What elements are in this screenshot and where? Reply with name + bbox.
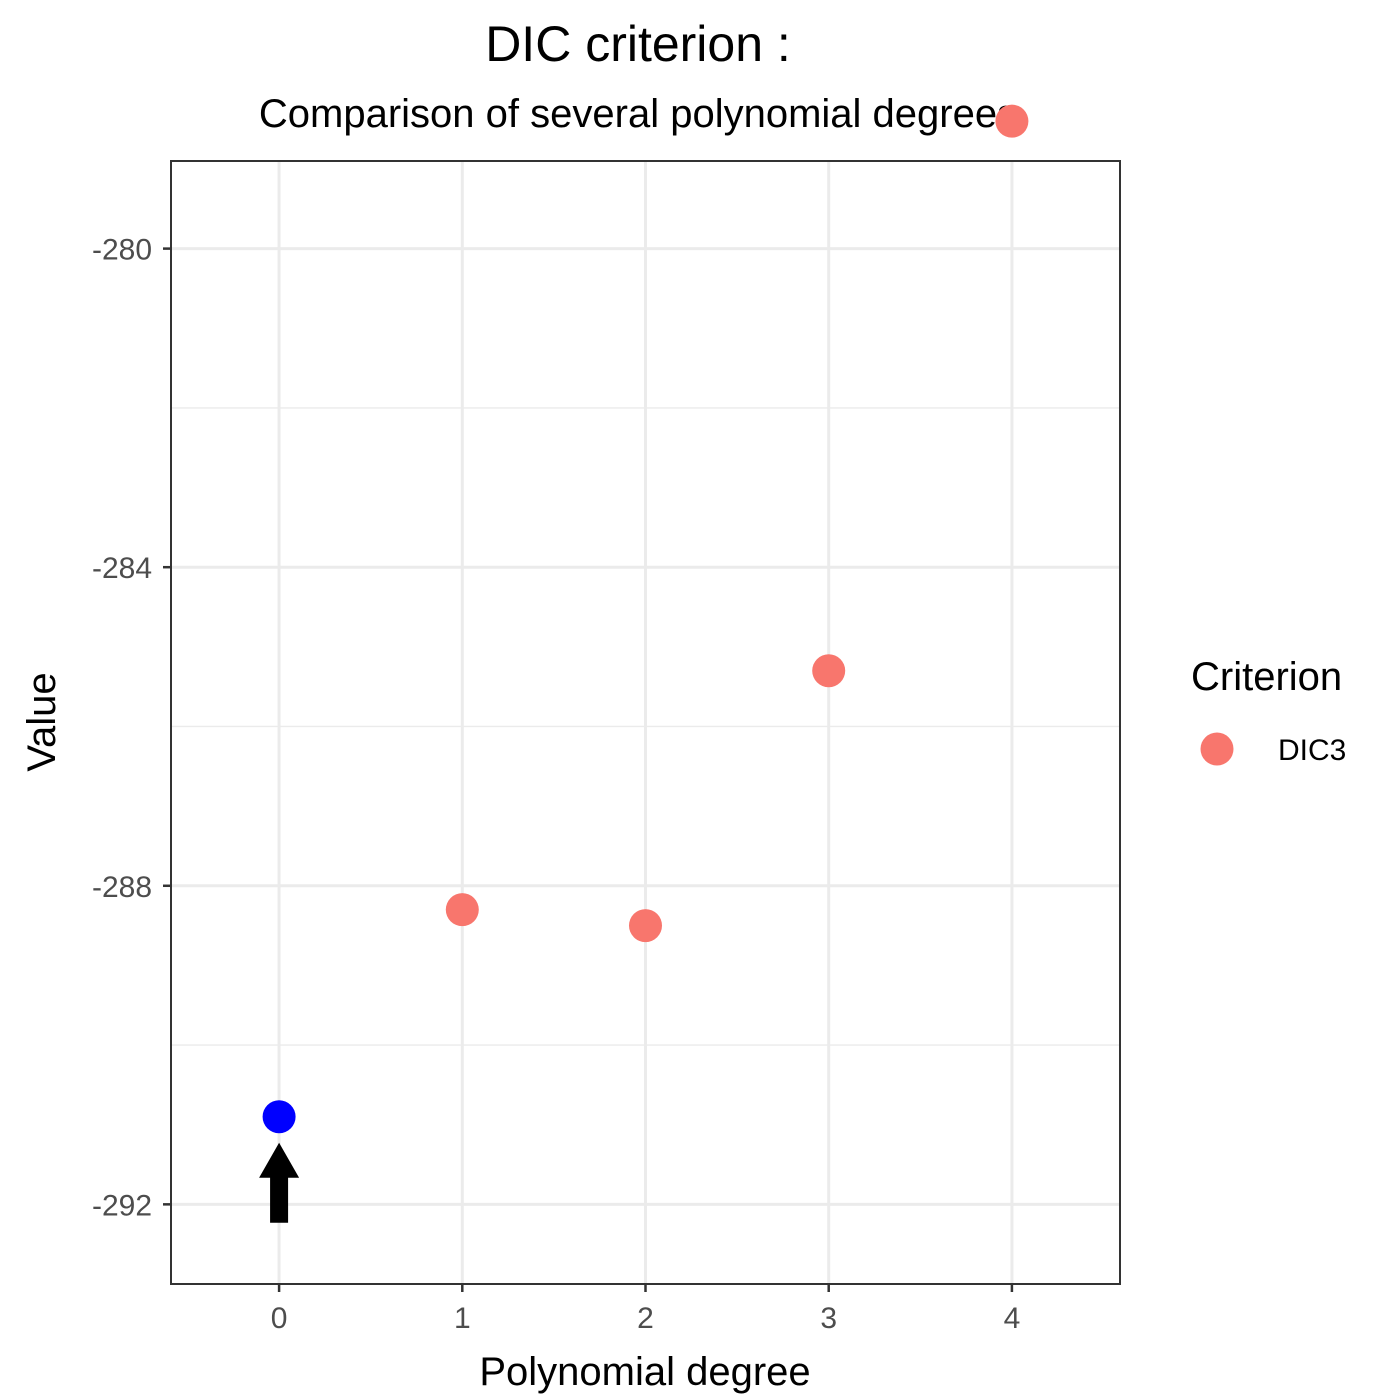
y-axis-title: Value (20, 672, 64, 771)
y-tick-label: -284 (92, 552, 152, 585)
x-tick-label: 1 (454, 1302, 471, 1335)
highlight-layer (259, 1142, 300, 1223)
x-tick-label: 3 (820, 1302, 837, 1335)
legend-title: Criterion (1191, 655, 1342, 699)
chart-subtitle: Comparison of several polynomial degrees (259, 92, 1017, 136)
x-tick-label: 2 (637, 1302, 654, 1335)
data-point (995, 104, 1029, 138)
data-point (445, 893, 479, 927)
data-point (629, 909, 662, 943)
y-tick-label: -292 (92, 1189, 152, 1222)
y-axis: -280 -284 -288 -292 (92, 234, 171, 1222)
legend-key (1200, 732, 1234, 766)
highlighted-data-point (262, 1100, 296, 1134)
chart-title: DIC criterion : (485, 16, 791, 72)
y-tick-label: -288 (92, 871, 152, 904)
data-point (812, 654, 846, 688)
x-axis: 0 1 2 3 4 (271, 1284, 1021, 1335)
legend-items: DIC3 (1200, 732, 1346, 767)
legend: Criterion DIC3 (1191, 655, 1346, 767)
points-layer (262, 104, 1029, 1134)
y-tick-label: -280 (92, 234, 152, 267)
plot-panel (170, 104, 1121, 1285)
x-tick-label: 0 (271, 1302, 288, 1335)
minimum-arrow-icon (259, 1142, 300, 1223)
x-tick-label: 4 (1004, 1302, 1021, 1335)
grid-major (171, 161, 1120, 1284)
x-axis-title: Polynomial degree (479, 1350, 810, 1394)
legend-label: DIC3 (1278, 734, 1346, 767)
